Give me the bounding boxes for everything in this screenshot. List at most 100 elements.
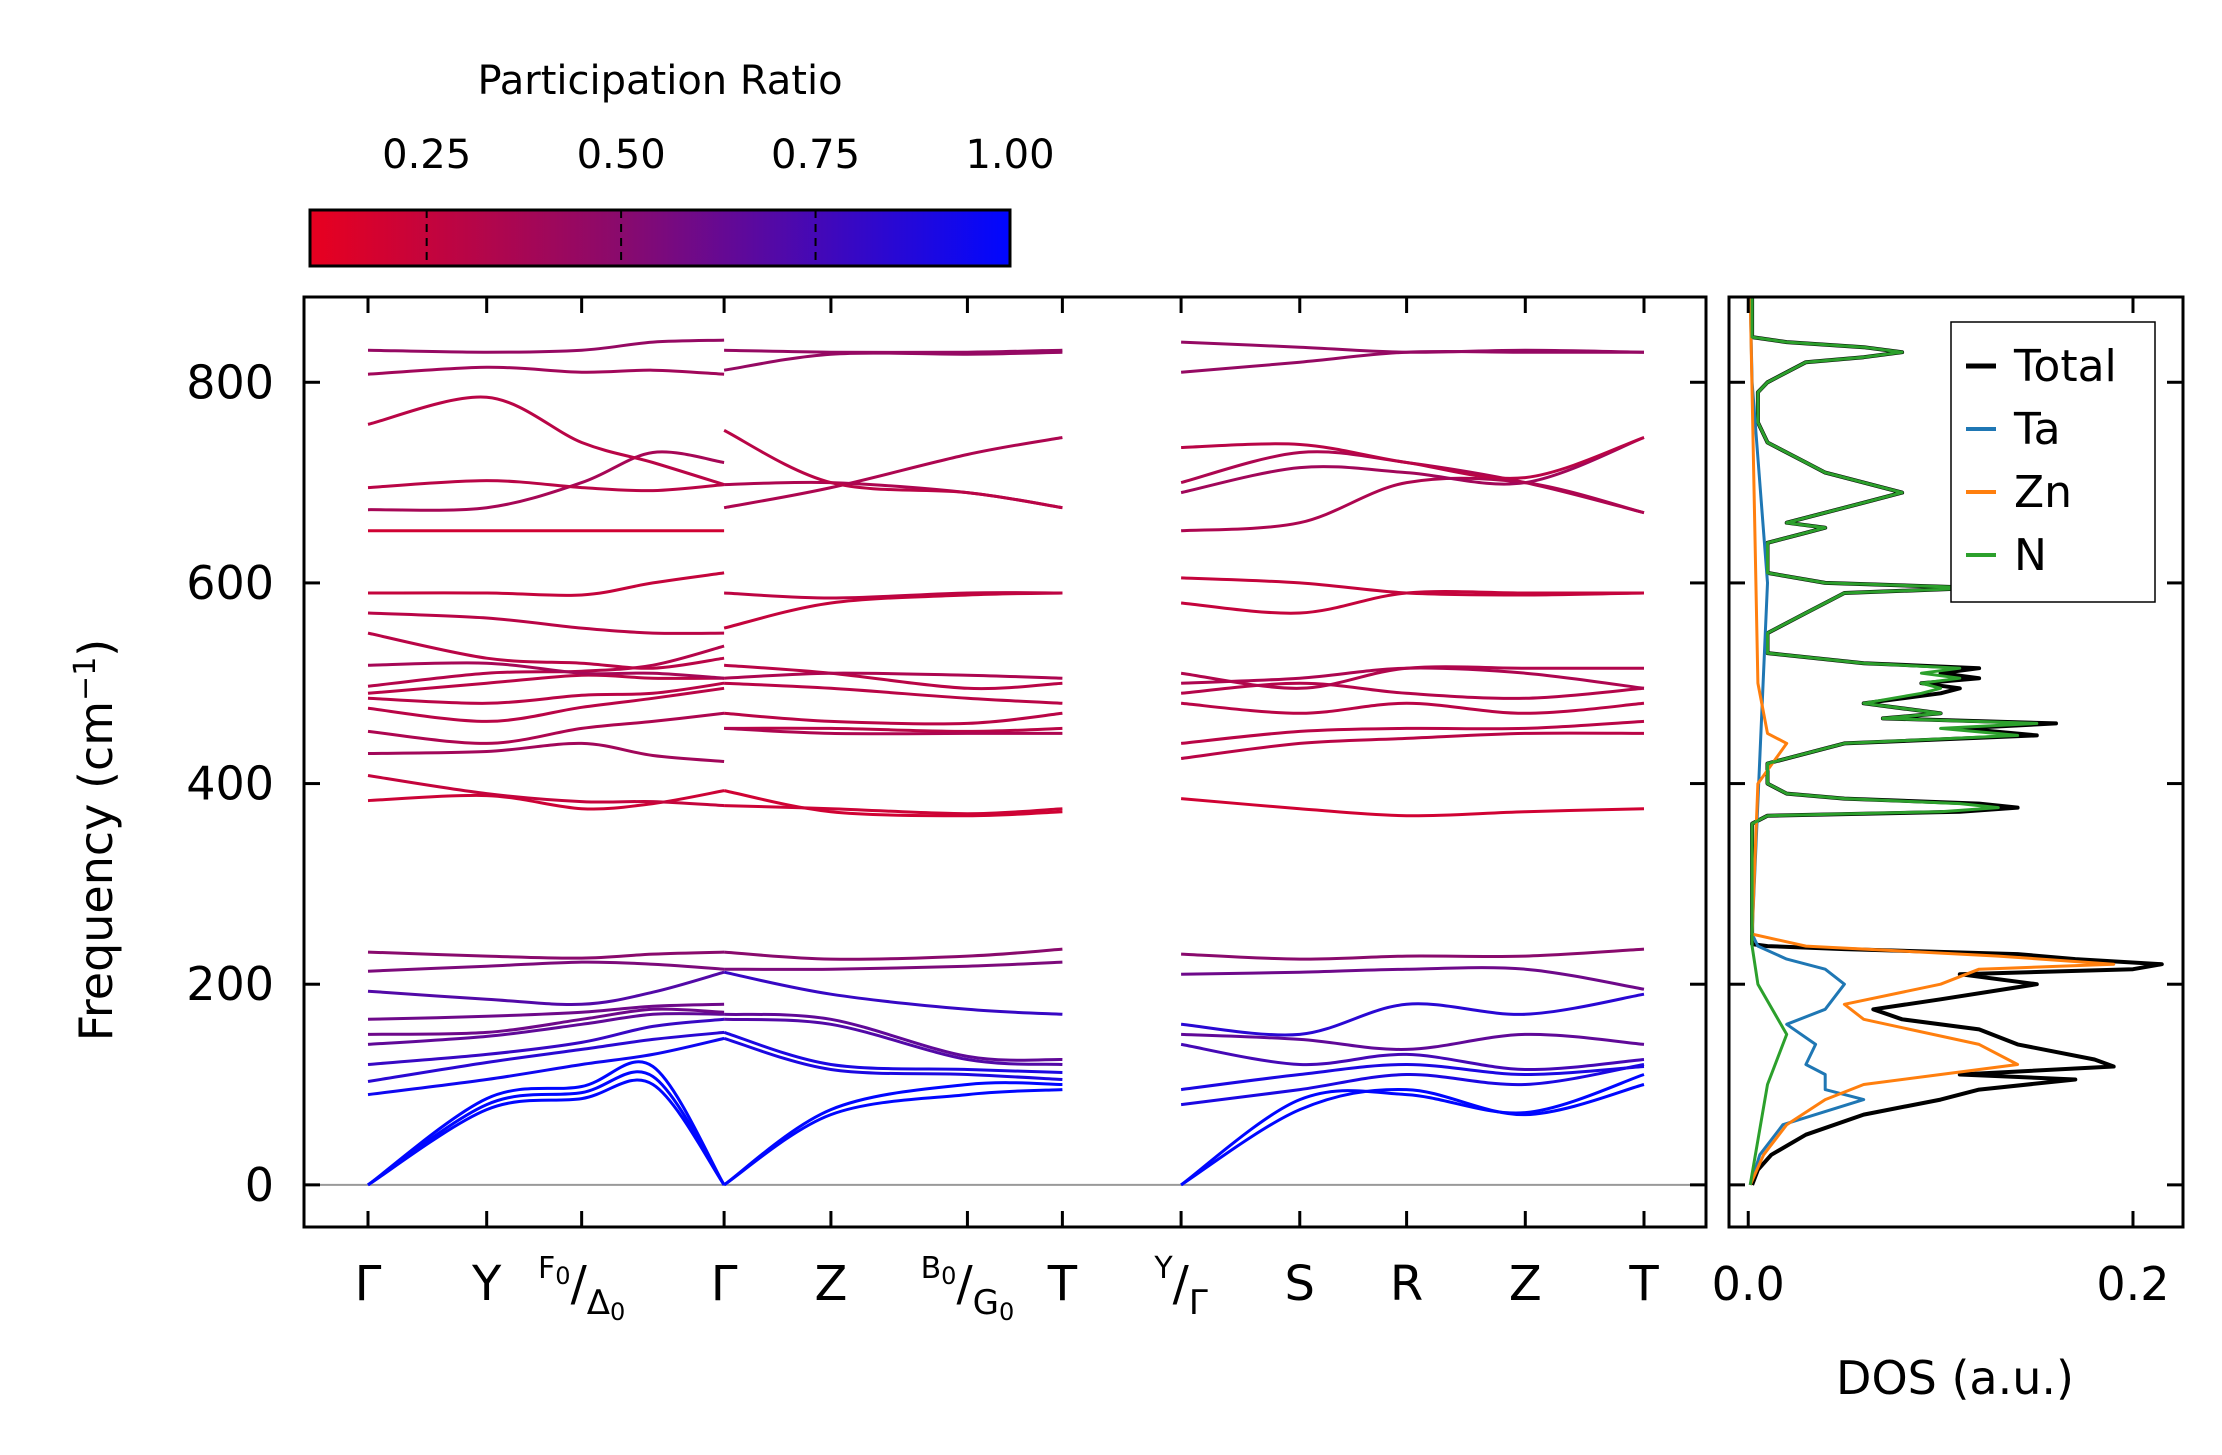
legend-label-zn: Zn — [2014, 467, 2072, 518]
band-line-seg0-b28 — [367, 365, 725, 376]
band-line-seg0-b16 — [367, 686, 725, 723]
band-line-seg0-b26 — [367, 479, 725, 493]
kpoint-label: Z — [1509, 1256, 1542, 1312]
kpoint-label: Γ — [711, 1256, 738, 1312]
band-line-seg0-b3 — [367, 1036, 725, 1097]
band-line-seg2-b3 — [1180, 1062, 1645, 1092]
dos-x-ticks: 0.0 0.2 — [1712, 297, 2170, 1311]
band-line-seg0-b19 — [367, 644, 725, 688]
band-line-seg1-b8 — [723, 947, 1063, 961]
band-line-seg0-b22 — [367, 611, 725, 635]
y-tick-label: 800 — [186, 355, 274, 409]
band-line-seg1-b15 — [723, 663, 1063, 691]
band-line-seg1-b12 — [724, 726, 1063, 736]
band-line-seg2-b9 — [1180, 797, 1645, 818]
band-line-seg0-b0 — [367, 1078, 726, 1187]
band-line-seg1-b6 — [723, 970, 1063, 1016]
band-line-seg1-b22 — [723, 350, 1063, 372]
dos-x-tick-label: 0.0 — [1712, 1257, 1785, 1311]
band-line-seg0-b20 — [367, 661, 725, 680]
dos-y-ticks — [1729, 380, 2183, 1187]
band-line-seg0-b10 — [367, 960, 725, 973]
band-line-seg0-b6 — [367, 1012, 725, 1046]
legend-label-ta: Ta — [2013, 404, 2061, 455]
band-line-seg0-b23 — [367, 571, 725, 597]
colorbar-title: Participation Ratio — [477, 58, 842, 104]
band-line-seg2-b12 — [1180, 701, 1645, 715]
band-line-seg1-b19 — [723, 436, 1063, 510]
band-line-seg2-b8 — [1181, 947, 1645, 961]
band-line-seg2-b21 — [1181, 436, 1645, 480]
band-line-seg0-b7 — [367, 1007, 725, 1036]
band-line-seg1-b4 — [724, 1017, 1063, 1066]
band-y-axis-label: Frequency (cm−1) — [68, 639, 124, 1042]
band-line-seg1-b23 — [724, 348, 1063, 354]
band-line-seg0-b5 — [367, 1017, 725, 1066]
band-line-seg1-b5 — [724, 1012, 1063, 1062]
band-line-seg0-b27 — [367, 395, 725, 487]
dos-legend: Total Ta Zn N — [1950, 321, 2156, 603]
dos-axes-frame — [1727, 295, 2185, 1229]
band-line-seg1-b9 — [723, 789, 1063, 818]
kpoint-label: B0/G0 — [921, 1251, 1015, 1326]
band-line-seg0-b15 — [367, 711, 725, 745]
kpoint-label: Γ — [355, 1256, 382, 1312]
kpoint-label: S — [1285, 1256, 1315, 1312]
band-axes-frame — [302, 295, 1708, 1229]
colorbar-ticks: 0.25 0.50 0.75 1.00 — [382, 132, 1055, 266]
band-line-seg0-b9 — [367, 970, 725, 1007]
band-line-seg2-b1 — [1180, 1073, 1645, 1187]
colorbar-tick-label: 0.75 — [771, 132, 860, 178]
band-line-seg2-b5 — [1181, 1032, 1645, 1051]
band-line-seg1-b3 — [723, 1030, 1063, 1074]
dos-panel: 0.0 0.2 DOS (a.u.) Total Ta Zn N — [1712, 295, 2185, 1405]
y-tick-label: 400 — [186, 757, 274, 811]
kpoint-label: T — [1628, 1256, 1659, 1312]
kpoint-label: Z — [814, 1256, 847, 1312]
band-line-seg1-b0 — [723, 1088, 1063, 1187]
band-line-seg1-b20 — [724, 480, 1063, 510]
band-line-seg0-b4 — [367, 1030, 725, 1083]
band-line-seg1-b21 — [723, 429, 1063, 510]
band-line-seg2-b2 — [1180, 1063, 1645, 1107]
dos-lines — [1748, 297, 2164, 1186]
band-line-seg0-b13 — [367, 774, 725, 808]
band-line-seg0-b25 — [367, 450, 725, 512]
band-line-seg2-b17 — [1181, 576, 1645, 597]
y-tick-label: 600 — [186, 556, 274, 610]
kpoint-label: Y — [471, 1256, 502, 1312]
band-line-seg1-b1 — [723, 1081, 1063, 1187]
band-line-seg2-b4 — [1180, 1042, 1645, 1072]
band-line-seg1-b18 — [724, 591, 1063, 600]
kpoint-label: T — [1047, 1256, 1078, 1312]
band-line-seg2-b19 — [1180, 436, 1645, 495]
band-line-seg1-b13 — [723, 711, 1063, 726]
band-line-seg0-b14 — [367, 741, 725, 763]
kpoint-label: R — [1390, 1256, 1423, 1312]
band-line-seg1-b11 — [724, 726, 1063, 733]
colorbar-tick-label: 1.00 — [965, 132, 1054, 178]
band-line-seg0-b29 — [367, 338, 725, 354]
band-line-seg1-b10 — [724, 804, 1063, 816]
band-structure-panel: 0 200 400 600 800 Γ Y F0/Δ0 Γ Z B0/G0 T Y/Γ S R Z T Fre… — [68, 295, 1708, 1326]
band-line-seg0-b8 — [367, 1002, 725, 1021]
band-line-seg0-b21 — [367, 631, 725, 670]
colorbar: Participation Ratio 0.25 0.50 0.75 1.00 — [308, 58, 1055, 268]
y-tick-label: 0 — [245, 1158, 274, 1212]
colorbar-tick-label: 0.25 — [382, 132, 471, 178]
band-line-seg0-b18 — [367, 673, 725, 695]
band-line-seg2-b0 — [1180, 1083, 1645, 1187]
band-x-ticks: Γ Y F0/Δ0 Γ Z B0/G0 T Y/Γ S R Z T — [355, 297, 1659, 1326]
band-line-seg1-b7 — [724, 960, 1063, 971]
band-line-seg1-b16 — [724, 671, 1063, 680]
band-line-seg2-b11 — [1180, 719, 1645, 745]
legend-label-total: Total — [2013, 341, 2117, 392]
dos-line-zn — [1748, 297, 2116, 1186]
band-line-seg0-b1 — [367, 1070, 726, 1187]
band-line-seg2-b15 — [1180, 665, 1644, 690]
band-line-seg0-b2 — [367, 1060, 726, 1187]
y-tick-label: 200 — [186, 957, 274, 1011]
dos-line-n — [1748, 297, 2039, 1186]
band-line-seg0-b17 — [367, 681, 725, 705]
